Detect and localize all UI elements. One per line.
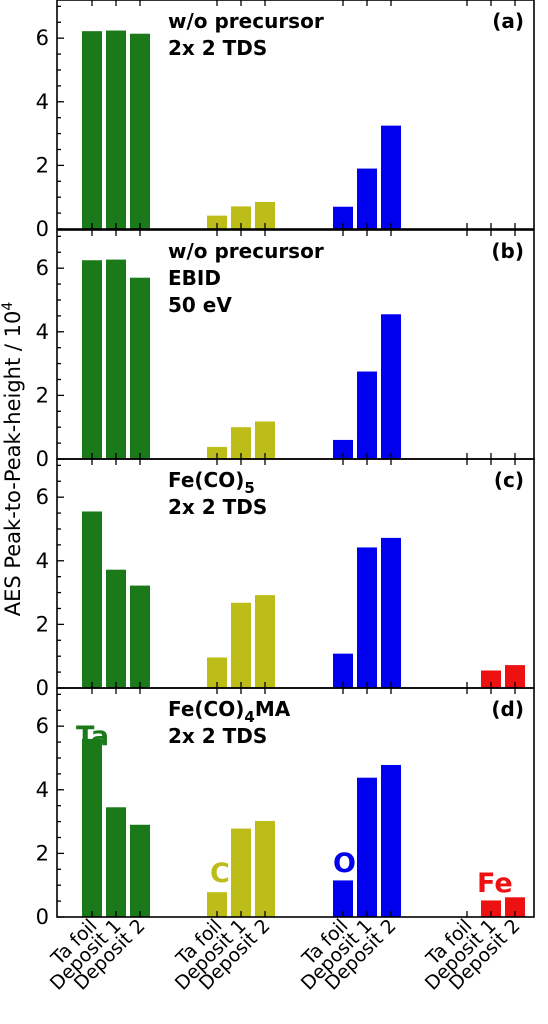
- bar-o-deposit-1: [357, 168, 377, 229]
- panel-b: 0 2 4 6 (b) w/o precursor EBID 50 eV: [36, 229, 535, 471]
- bar-c-deposit-2: [255, 421, 275, 459]
- y-axis-label: AES Peak-to-Peak-height / 104: [0, 302, 25, 617]
- panels: 0 2 4 6 (a) w/o precursor 2x 2 TDS 0 2 4 6 (b) w/o p…: [36, 0, 535, 929]
- panel-frame: [56, 458, 535, 689]
- bar-o-ta-foil: [333, 439, 353, 459]
- y-tick-label: 6: [36, 714, 49, 738]
- bar-fe-deposit-1: [481, 670, 501, 688]
- panel-letter: (b): [491, 239, 524, 263]
- panel-frame: [56, 687, 535, 918]
- panel-annotation-line: EBID: [168, 266, 221, 290]
- panel-annotation-line: 2x 2 TDS: [168, 36, 267, 60]
- bar-ta-deposit-1: [106, 569, 126, 688]
- panel-letter: (a): [492, 9, 524, 33]
- bar-o-ta-foil: [333, 206, 353, 229]
- bar-c-deposit-1: [231, 828, 251, 917]
- element-label-fe: Fe: [477, 868, 513, 899]
- y-tick-label: 0: [36, 676, 49, 700]
- bar-ta-ta-foil: [82, 31, 102, 229]
- bar-o-ta-foil: [333, 653, 353, 688]
- y-tick-label: 0: [36, 217, 49, 241]
- panel-a: 0 2 4 6 (a) w/o precursor 2x 2 TDS: [36, 0, 535, 241]
- bar-c-ta-foil: [207, 215, 227, 229]
- bar-ta-ta-foil: [82, 511, 102, 688]
- panel-annotation-line: 2x 2 TDS: [168, 495, 267, 519]
- bar-o-deposit-2: [381, 125, 401, 229]
- y-tick-label: 0: [36, 905, 49, 929]
- y-axis-label-main: AES Peak-to-Peak-height / 10: [1, 311, 25, 617]
- bar-o-deposit-2: [381, 537, 401, 688]
- bar-c-ta-foil: [207, 446, 227, 459]
- bar-ta-deposit-2: [130, 33, 150, 229]
- y-tick-label: 2: [36, 153, 49, 177]
- panel-annotation-line: w/o precursor: [168, 9, 324, 33]
- y-axis-label-text: AES Peak-to-Peak-height / 104: [0, 302, 25, 617]
- bar-o-ta-foil: [333, 880, 353, 917]
- panel-annotation-line: Fe(CO)5: [168, 468, 255, 497]
- y-tick-label: 4: [36, 778, 49, 802]
- y-tick-label: 6: [36, 485, 49, 509]
- bar-o-deposit-1: [357, 547, 377, 688]
- bar-c-deposit-2: [255, 595, 275, 688]
- element-label-o: O: [333, 848, 356, 879]
- element-label-ta: Ta: [76, 721, 109, 752]
- bar-c-ta-foil: [207, 892, 227, 917]
- bar-ta-deposit-1: [106, 807, 126, 917]
- bar-c-deposit-2: [255, 201, 275, 229]
- bar-ta-deposit-2: [130, 585, 150, 688]
- y-tick-label: 2: [36, 841, 49, 865]
- bar-fe-deposit-1: [481, 900, 501, 917]
- y-axis-label-exponent: 4: [0, 302, 16, 311]
- y-tick-label: 4: [36, 549, 49, 573]
- bar-c-deposit-1: [231, 602, 251, 688]
- panel-annotation-line: 2x 2 TDS: [168, 724, 267, 748]
- panel-letter: (c): [494, 468, 524, 492]
- y-tick-label: 6: [36, 26, 49, 50]
- bar-ta-deposit-1: [106, 259, 126, 459]
- bar-ta-ta-foil: [82, 260, 102, 459]
- bar-o-deposit-2: [381, 764, 401, 917]
- bar-ta-deposit-1: [106, 30, 126, 230]
- bar-o-deposit-2: [381, 314, 401, 459]
- bar-o-deposit-1: [357, 371, 377, 459]
- y-tick-label: 4: [36, 320, 49, 344]
- panel-annotation-line: 50 eV: [168, 293, 232, 317]
- bar-fe-deposit-2: [505, 897, 525, 917]
- bar-c-deposit-1: [231, 427, 251, 459]
- bar-c-deposit-1: [231, 206, 251, 229]
- y-tick-label: 4: [36, 90, 49, 114]
- panel-annotation-line: w/o precursor: [168, 239, 324, 263]
- element-label-c: C: [210, 858, 230, 889]
- bar-c-deposit-2: [255, 820, 275, 917]
- panel-annotation-line: Fe(CO)4MA: [168, 697, 291, 726]
- y-tick-label: 0: [36, 447, 49, 471]
- bar-ta-deposit-2: [130, 277, 150, 459]
- bar-o-deposit-1: [357, 777, 377, 917]
- panel-letter: (d): [491, 697, 524, 721]
- panel-c: 0 2 4 6 (c) Fe(CO)52x 2 TDS: [36, 458, 535, 700]
- bar-ta-deposit-2: [130, 824, 150, 917]
- panel-frame: [56, 229, 535, 460]
- bar-fe-deposit-2: [505, 665, 525, 688]
- bar-ta-ta-foil: [82, 738, 102, 917]
- y-tick-label: 2: [36, 612, 49, 636]
- y-tick-label: 6: [36, 256, 49, 280]
- y-tick-label: 2: [36, 383, 49, 407]
- bar-c-ta-foil: [207, 657, 227, 688]
- panel-frame: [56, 0, 535, 230]
